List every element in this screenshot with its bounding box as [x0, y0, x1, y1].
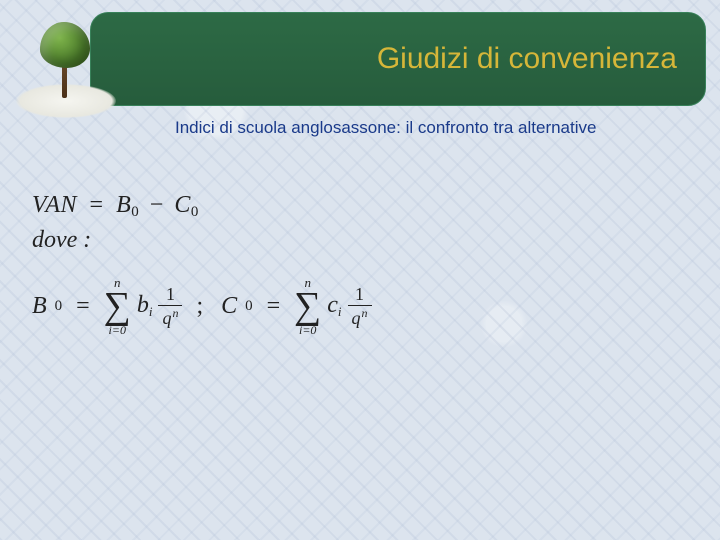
logo-crown-icon [40, 22, 90, 68]
b0-var: B [32, 293, 47, 320]
separator: ; [196, 293, 203, 320]
tree-logo-icon [16, 14, 126, 124]
c-i: ci [327, 292, 341, 320]
frac-num: 1 [351, 285, 368, 305]
b0-sub: 0 [55, 298, 63, 315]
b-symbol: B [116, 192, 131, 218]
c0-var: C [221, 293, 237, 320]
dove-label: dove : [32, 227, 680, 254]
equals-sign: = [267, 293, 281, 320]
c-subscript: 0 [191, 204, 199, 220]
equals-sign: = [76, 293, 90, 320]
sigma-c-term: ci 1 qn [327, 285, 373, 327]
fraction: 1 qn [348, 285, 372, 327]
frac-den: qn [348, 306, 372, 327]
title-bar: Giudizi di convenienza [90, 12, 706, 106]
sigma-b-block: n ∑ i=0 bi 1 qn [104, 276, 185, 336]
minus-sign: − [150, 192, 164, 218]
subtitle-text: Indici di scuola anglosassone: il confro… [175, 118, 700, 138]
b0-c0-expansion: B0 = n ∑ i=0 bi 1 qn ; C0 = n ∑ [32, 276, 680, 336]
sigma-c-block: n ∑ i=0 ci 1 qn [294, 276, 373, 336]
formula-block: VAN = B0 − C0 dove : B0 = n ∑ i=0 bi 1 q… [32, 192, 680, 336]
frac-den: qn [158, 306, 182, 327]
sigma-icon: n ∑ i=0 [104, 276, 131, 336]
sigma-lower: i=0 [109, 324, 126, 336]
van-symbol: VAN [32, 192, 77, 218]
sigma-symbol: ∑ [294, 291, 321, 321]
c0-sub: 0 [245, 298, 253, 315]
b-i: bi [137, 292, 153, 320]
fraction: 1 qn [158, 285, 182, 327]
van-definition: VAN = B0 − C0 [32, 192, 680, 221]
b-subscript: 0 [131, 204, 139, 220]
frac-num: 1 [162, 285, 179, 305]
sigma-icon: n ∑ i=0 [294, 276, 321, 336]
c-symbol: C [174, 192, 191, 218]
equals-sign: = [90, 192, 104, 218]
sigma-b-term: bi 1 qn [137, 285, 185, 327]
sigma-symbol: ∑ [104, 291, 131, 321]
sigma-lower: i=0 [299, 324, 316, 336]
page-title: Giudizi di convenienza [377, 42, 677, 76]
